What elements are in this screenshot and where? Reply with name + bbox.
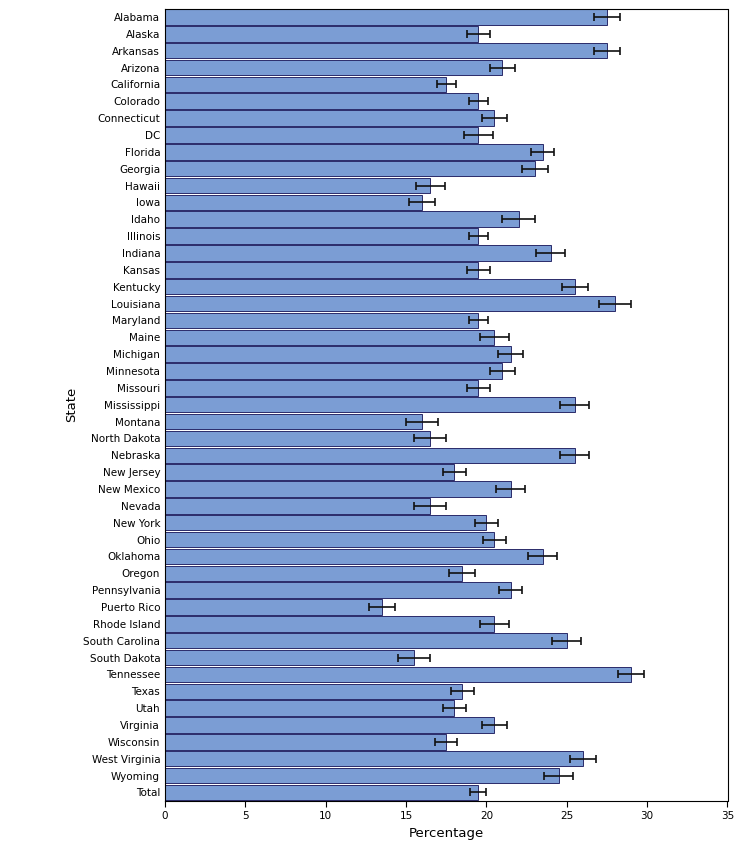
Bar xyxy=(165,447,574,463)
Bar xyxy=(165,414,422,429)
Bar xyxy=(165,211,518,227)
Bar xyxy=(165,363,503,379)
Bar xyxy=(165,94,479,109)
X-axis label: Percentage: Percentage xyxy=(409,826,484,840)
Bar xyxy=(165,144,543,159)
Bar xyxy=(165,666,631,682)
Bar xyxy=(165,194,422,210)
Bar xyxy=(165,430,430,446)
Bar xyxy=(165,178,430,193)
Bar xyxy=(165,532,494,547)
Bar xyxy=(165,262,479,278)
Bar xyxy=(165,347,511,362)
Bar xyxy=(165,734,446,750)
Bar xyxy=(165,111,494,126)
Bar xyxy=(165,599,382,615)
Bar xyxy=(165,650,414,665)
Bar xyxy=(165,751,583,767)
Y-axis label: State: State xyxy=(64,387,78,423)
Bar xyxy=(165,700,454,716)
Bar xyxy=(165,717,494,733)
Bar xyxy=(165,245,550,261)
Bar xyxy=(165,60,503,75)
Bar xyxy=(165,9,607,25)
Bar xyxy=(165,313,479,328)
Bar xyxy=(165,228,479,244)
Bar xyxy=(165,26,479,42)
Bar xyxy=(165,549,543,564)
Bar xyxy=(165,296,615,311)
Bar xyxy=(165,616,494,631)
Bar xyxy=(165,161,535,176)
Bar xyxy=(165,633,567,648)
Bar xyxy=(165,330,494,345)
Bar xyxy=(165,127,479,143)
Bar xyxy=(165,785,479,800)
Bar xyxy=(165,683,462,699)
Bar xyxy=(165,43,607,59)
Bar xyxy=(165,481,511,497)
Bar xyxy=(165,464,454,480)
Bar xyxy=(165,498,430,514)
Bar xyxy=(165,279,574,295)
Bar xyxy=(165,77,446,92)
Bar xyxy=(165,515,487,531)
Bar xyxy=(165,397,574,412)
Bar xyxy=(165,583,511,598)
Bar xyxy=(165,768,559,783)
Bar xyxy=(165,380,479,395)
Bar xyxy=(165,566,462,581)
